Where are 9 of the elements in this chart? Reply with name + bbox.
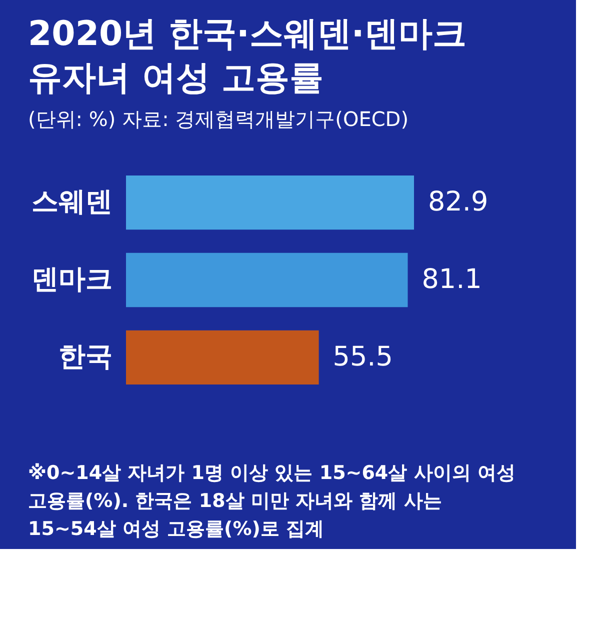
chart-subtitle: (단위: %) 자료: 경제협력개발기구(OECD) bbox=[28, 107, 409, 131]
y-tick-label: 덴마크 bbox=[32, 264, 112, 295]
text: ※0~14살 자녀가 1명 이상 있는 15~64살 사이의 여성 고용률(%). 한국은 18살 미만 자녀와 함께 사는 15~54살 여성 고용률(%)로 집계 bbox=[28, 462, 516, 540]
y-tick-label: 한국 bbox=[58, 341, 112, 372]
y-tick-label: 스웨덴 bbox=[32, 186, 112, 218]
data-label: 55.5 bbox=[332, 341, 393, 372]
chart-title: 2020년 한국·스웨덴·덴마크 유자녀 여성 고용률 bbox=[28, 14, 466, 98]
data-label: 81.1 bbox=[422, 264, 482, 295]
data-label: 82.9 bbox=[428, 186, 488, 218]
